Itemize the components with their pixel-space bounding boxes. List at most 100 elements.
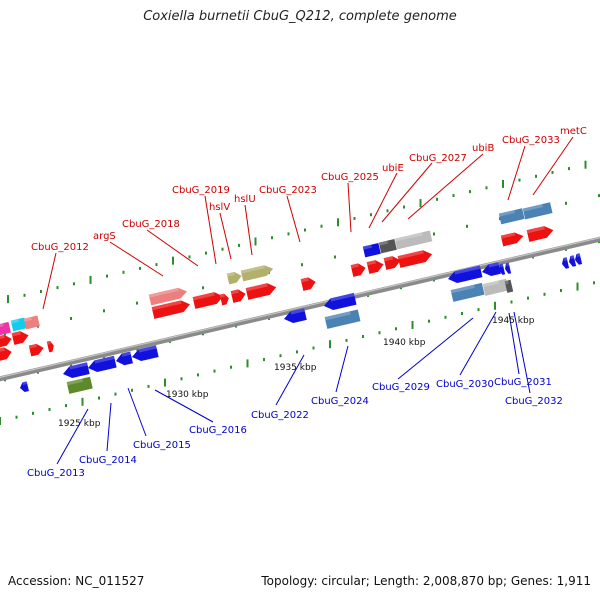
gene-label: CbuG_2030 <box>436 379 494 390</box>
gene-shape <box>499 263 506 275</box>
leader-line <box>286 195 301 243</box>
tick-mark <box>81 397 84 406</box>
tick-mark <box>433 232 435 236</box>
gene-feature <box>11 331 29 345</box>
tick-mark <box>202 286 204 290</box>
tick-mark <box>73 282 75 286</box>
gene-shape <box>192 292 224 309</box>
tick-mark <box>263 358 265 362</box>
tick-mark <box>403 205 405 209</box>
gene-shine <box>330 292 355 302</box>
tick-mark <box>7 295 9 304</box>
scale-labels: 1925 kbp 1930 kbp 1935 kbp 1940 kbp 1945… <box>58 316 535 429</box>
gene-shape <box>0 347 12 361</box>
leader-line <box>397 317 474 380</box>
tick-mark <box>568 167 570 171</box>
gene-feature <box>350 263 366 277</box>
leader-line <box>459 311 497 376</box>
scale-label: 1935 kbp <box>274 363 317 373</box>
gene-label: CbuG_2022 <box>251 410 309 421</box>
gene-feature <box>0 321 11 336</box>
tick-mark <box>334 255 336 259</box>
tick-mark <box>205 251 207 255</box>
gene-label: CbuG_2019 <box>172 185 230 196</box>
gene-shine <box>324 311 351 321</box>
gene-label: CbuG_2032 <box>505 396 563 407</box>
gene-feature <box>10 317 27 332</box>
gene-feature <box>383 256 401 270</box>
gene-label: hslU <box>234 194 256 205</box>
tick-mark <box>103 309 105 313</box>
gene-shine <box>0 334 5 340</box>
gene-shine <box>121 351 131 357</box>
gene-feature <box>324 309 361 329</box>
leader-line <box>146 229 199 267</box>
gene-shine <box>366 260 376 266</box>
tick-mark <box>510 300 513 304</box>
gene-shine <box>192 292 215 301</box>
gene-shine <box>563 257 568 261</box>
gene-shine <box>454 265 481 275</box>
gene-shine <box>526 226 545 234</box>
gene-shape <box>230 289 246 303</box>
gene-feature <box>230 289 246 303</box>
tick-mark <box>246 359 249 368</box>
gene-feature <box>240 265 274 282</box>
gene-shape <box>383 256 401 270</box>
gene-shape <box>28 343 44 357</box>
tick-mark <box>197 373 199 377</box>
tick-mark <box>593 281 595 285</box>
gene-shape <box>378 239 397 254</box>
gene-label: ubiE <box>382 163 404 174</box>
leader-line <box>219 212 232 260</box>
gene-shape <box>300 277 316 291</box>
gene-shape <box>448 265 483 284</box>
gene-shape <box>450 282 485 302</box>
gene-shine <box>10 318 19 324</box>
gene-shine <box>0 323 4 328</box>
gene-shape <box>522 202 553 220</box>
gene-shape <box>148 287 188 306</box>
gene-feature <box>148 287 188 306</box>
gene-shine <box>94 355 115 364</box>
tick-mark <box>188 255 191 259</box>
gene-feature <box>324 292 357 311</box>
gene-shape <box>0 321 11 336</box>
gene-shine <box>505 262 510 267</box>
tick-mark <box>378 331 381 335</box>
gene-shape <box>284 308 307 324</box>
gene-shape <box>11 331 29 345</box>
gene-label: CbuG_2013 <box>27 468 85 479</box>
gene-shine <box>245 283 268 292</box>
tick-mark <box>238 243 240 247</box>
gene-label: CbuG_2033 <box>502 135 560 146</box>
gene-feature <box>366 260 384 274</box>
tick-mark <box>419 199 422 208</box>
gene-feature <box>245 283 277 300</box>
gene-feature <box>498 208 525 225</box>
gene-shine <box>504 280 509 285</box>
gene-feature <box>482 262 501 277</box>
gene-shape <box>500 232 524 247</box>
gene-shine <box>69 362 88 370</box>
scale-label: 1940 kbp <box>383 338 426 348</box>
gene-shape <box>132 345 159 362</box>
gene-label: CbuG_2031 <box>494 377 552 388</box>
tick-mark <box>48 408 51 411</box>
tick-mark <box>23 293 26 297</box>
tick-mark <box>65 404 67 408</box>
leader-line <box>109 241 164 277</box>
leader-line <box>513 311 531 394</box>
gene-shine <box>11 331 21 337</box>
gene-shape <box>20 381 29 393</box>
gene-feature <box>362 243 381 258</box>
gene-shape <box>324 292 357 311</box>
leader-line <box>106 402 112 452</box>
gene-shape <box>245 283 277 300</box>
gene-shine <box>138 345 157 353</box>
gene-shape <box>116 351 133 366</box>
tick-mark <box>320 224 323 228</box>
tick-mark <box>279 354 282 358</box>
leader-line <box>508 312 520 375</box>
tick-mark <box>436 197 438 201</box>
